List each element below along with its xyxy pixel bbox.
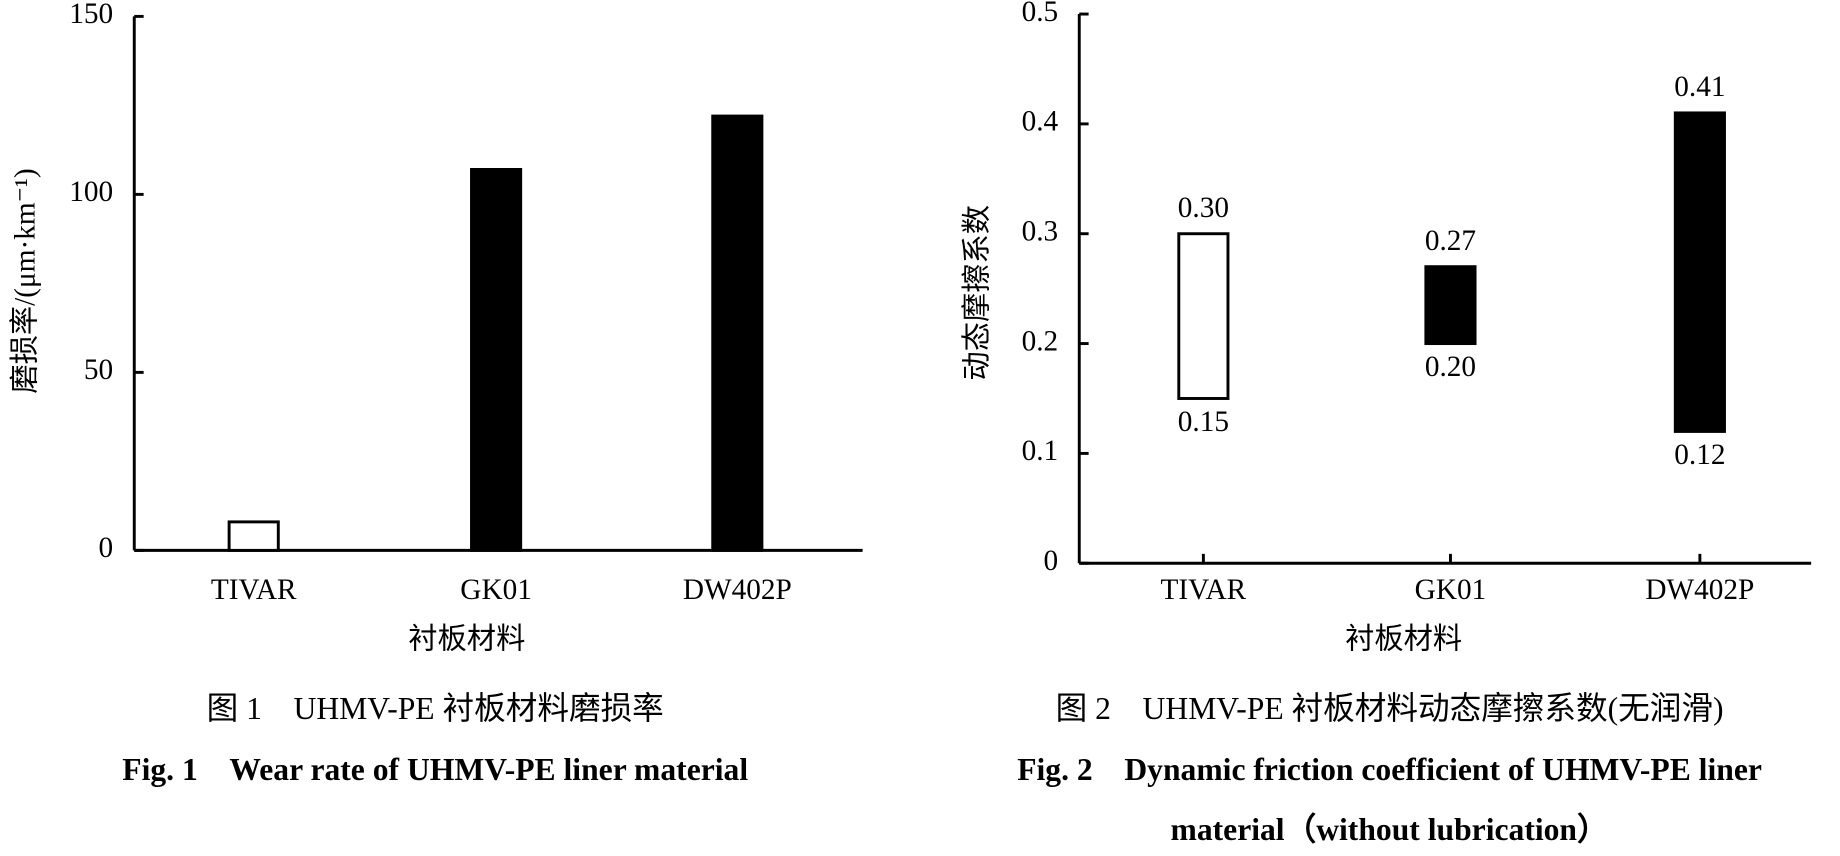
y-tick-label: 50: [84, 354, 113, 386]
x-tick-label: DW402P: [1645, 574, 1754, 606]
range-bar: [1424, 265, 1477, 346]
x-tick-label: TIVAR: [211, 574, 297, 606]
caption-cn: 图 2 UHMV-PE 衬板材料动态摩擦系数(无润滑): [1056, 691, 1724, 726]
caption-en: material（without lubrication）: [1171, 812, 1609, 847]
value-label: 0.27: [1425, 225, 1476, 257]
y-tick-label: 0.1: [1022, 435, 1059, 467]
x-tick-label: GK01: [460, 574, 532, 606]
y-tick-label: 100: [69, 176, 113, 208]
value-label: 0.20: [1425, 351, 1476, 383]
value-label: 0.30: [1178, 192, 1229, 224]
x-tick-label: TIVAR: [1161, 574, 1247, 606]
bar: [470, 168, 523, 552]
x-tick-label: DW402P: [683, 574, 792, 606]
x-axis-label: 衬板材料: [1345, 622, 1462, 655]
caption-en: Fig. 2 Dynamic friction coefficient of U…: [1017, 752, 1762, 787]
range-bar: [1673, 111, 1726, 433]
y-tick-label: 150: [69, 0, 113, 30]
range-bar: [1177, 232, 1230, 400]
y-axis-label: 磨损率/(μm·km⁻¹): [8, 168, 41, 393]
y-tick-label: 0: [99, 532, 114, 564]
y-axis-label: 动态摩擦系数: [960, 205, 993, 381]
value-label: 0.15: [1178, 406, 1229, 438]
y-tick-label: 0: [1044, 545, 1059, 577]
value-label: 0.12: [1674, 439, 1725, 471]
caption-cn: 图 1 UHMV-PE 衬板材料磨损率: [207, 691, 664, 726]
x-tick-label: GK01: [1415, 574, 1487, 606]
caption-en: Fig. 1 Wear rate of UHMV-PE liner materi…: [122, 752, 748, 787]
y-tick-label: 0.3: [1022, 215, 1059, 247]
x-axis-label: 衬板材料: [408, 622, 525, 655]
value-label: 0.41: [1674, 71, 1725, 103]
bar: [711, 114, 764, 552]
bar: [227, 520, 280, 552]
y-tick-label: 0.5: [1022, 0, 1059, 28]
y-tick-label: 0.4: [1022, 106, 1059, 138]
y-tick-label: 0.2: [1022, 325, 1059, 357]
